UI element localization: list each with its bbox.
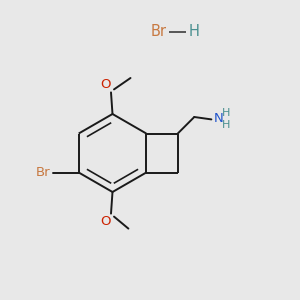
- Text: H: H: [189, 24, 200, 39]
- Text: Br: Br: [151, 24, 166, 39]
- Text: H: H: [222, 108, 230, 118]
- Text: O: O: [100, 215, 110, 228]
- Text: N: N: [214, 112, 224, 125]
- Text: Br: Br: [36, 166, 50, 179]
- Text: H: H: [222, 120, 230, 130]
- Text: O: O: [100, 78, 110, 91]
